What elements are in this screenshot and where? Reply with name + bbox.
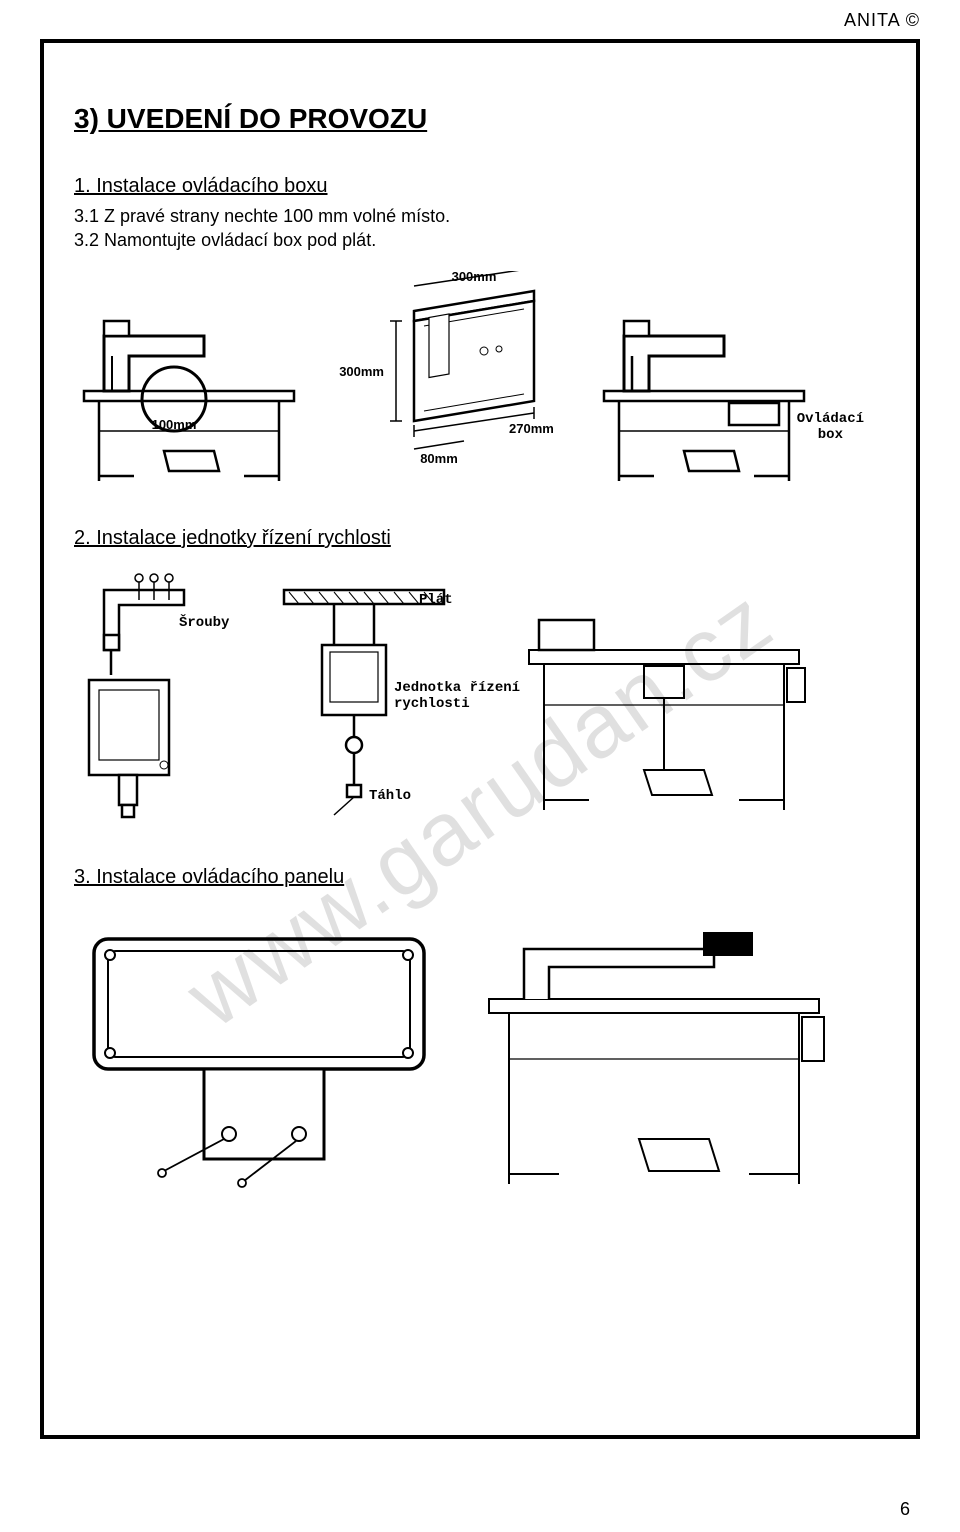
fig-panel — [74, 909, 454, 1209]
section-title: 3) UVEDENÍ DO PROVOZU — [74, 103, 886, 135]
sub3-figures — [74, 909, 886, 1209]
label-tahlo: Táhlo — [369, 788, 411, 804]
page-number: 6 — [900, 1499, 910, 1520]
header-brand: ANITA © — [40, 0, 920, 39]
fig-table-sub2 — [514, 590, 824, 830]
content-frame: www.garudan.cz 3) UVEDENÍ DO PROVOZU 1. … — [40, 39, 920, 1439]
fig-machine-left: 100mm — [74, 291, 304, 491]
fig-table-sub3 — [474, 909, 854, 1209]
fig-speed-unit: Plát Jednotka řízení rychlosti Táhlo — [274, 570, 494, 830]
box-label: Ovládací box — [797, 411, 864, 443]
sub1-line1: 3.1 Z pravé strany nechte 100 mm volné m… — [74, 206, 886, 227]
fig-machine-right: Ovládací box — [594, 291, 854, 491]
dim-100: 100mm — [152, 417, 197, 432]
sub3-heading: 3. Instalace ovládacího panelu — [74, 866, 886, 889]
label-jednotka: Jednotka řízení rychlosti — [394, 680, 520, 712]
label-plat: Plát — [419, 592, 453, 608]
label-srouby: Šrouby — [179, 615, 229, 631]
dim-300-left: 300mm — [339, 364, 384, 379]
sub1-line2: 3.2 Namontujte ovládací box pod plát. — [74, 230, 886, 251]
fig-control-box: 300mm 300mm 270mm 80mm — [324, 271, 574, 491]
sub1-figures: 100mm — [74, 271, 886, 491]
fig-bracket: Šrouby — [74, 570, 254, 830]
sub2-figures: Šrouby — [74, 570, 886, 830]
dim-270: 270mm — [509, 421, 554, 436]
sub2-heading: 2. Instalace jednotky řízení rychlosti — [74, 527, 886, 550]
dim-300-top: 300mm — [452, 271, 497, 284]
sub1-heading: 1. Instalace ovládacího boxu — [74, 175, 886, 198]
dim-80: 80mm — [420, 451, 458, 466]
